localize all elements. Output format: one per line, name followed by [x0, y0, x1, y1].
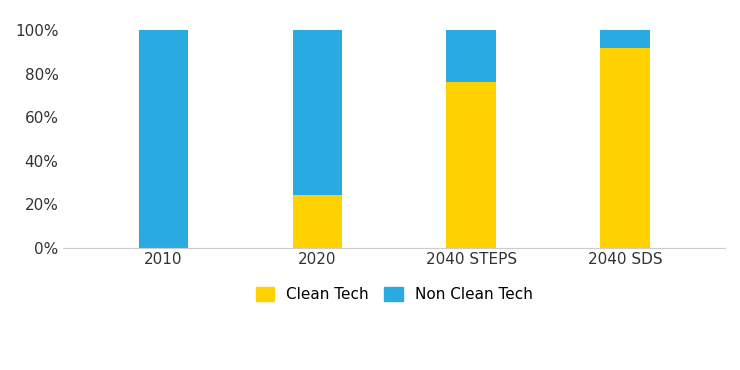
Bar — [600, 48, 650, 248]
Bar — [446, 83, 496, 248]
Bar — [292, 195, 342, 248]
Bar — [139, 30, 188, 248]
Bar — [600, 30, 650, 48]
Legend: Clean Tech, Non Clean Tech: Clean Tech, Non Clean Tech — [248, 279, 540, 310]
Bar — [446, 30, 496, 83]
Bar — [292, 30, 342, 195]
